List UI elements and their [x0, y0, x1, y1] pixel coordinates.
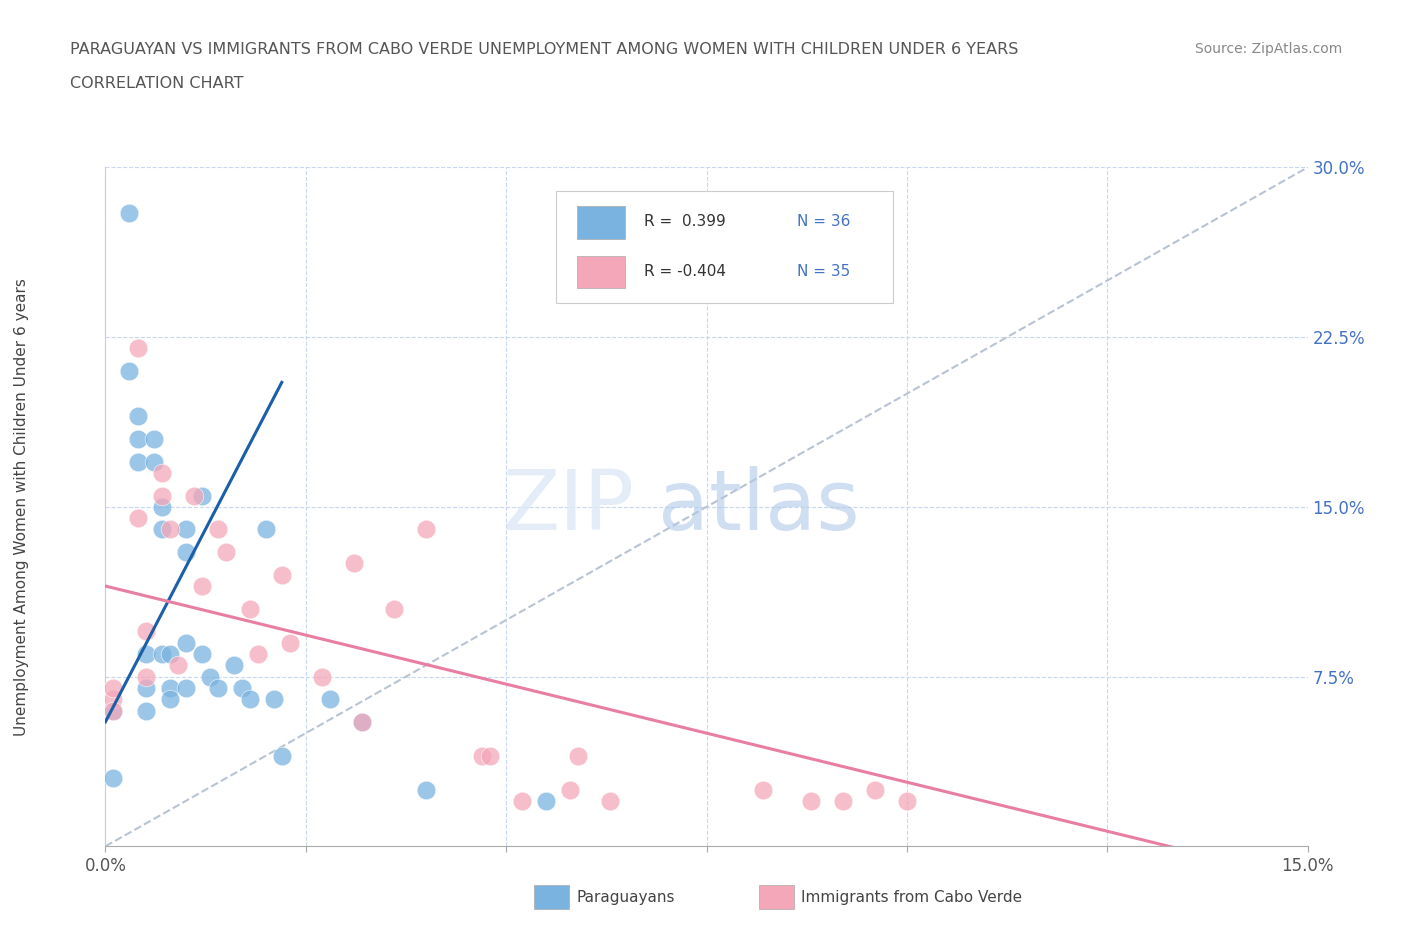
Point	[166, 658, 188, 672]
Text: CORRELATION CHART: CORRELATION CHART	[70, 76, 243, 91]
Point	[415, 522, 437, 537]
Point	[560, 782, 582, 797]
Point	[207, 681, 229, 696]
Text: N = 35: N = 35	[797, 264, 849, 279]
FancyBboxPatch shape	[557, 192, 893, 303]
Point	[863, 782, 886, 797]
Point	[831, 793, 853, 808]
Point	[103, 771, 125, 786]
Point	[198, 670, 221, 684]
Point	[103, 681, 125, 696]
Text: Source: ZipAtlas.com: Source: ZipAtlas.com	[1195, 42, 1343, 56]
Text: Paraguayans: Paraguayans	[576, 890, 675, 905]
Point	[174, 635, 197, 650]
Point	[239, 602, 262, 617]
Point	[135, 670, 157, 684]
Point	[127, 409, 149, 424]
Point	[103, 692, 125, 707]
Text: Unemployment Among Women with Children Under 6 years: Unemployment Among Women with Children U…	[14, 278, 28, 736]
Point	[135, 646, 157, 661]
Point	[599, 793, 621, 808]
Point	[118, 364, 141, 379]
Point	[207, 522, 229, 537]
Point	[150, 499, 173, 514]
Point	[103, 703, 125, 718]
Point	[231, 681, 253, 696]
Point	[190, 578, 212, 593]
Point	[510, 793, 533, 808]
Point	[479, 749, 502, 764]
Point	[118, 206, 141, 220]
Text: ZIP: ZIP	[502, 466, 634, 548]
Point	[127, 511, 149, 525]
Bar	[576, 206, 624, 239]
Point	[415, 782, 437, 797]
Point	[263, 692, 285, 707]
Point	[135, 681, 157, 696]
Point	[382, 602, 405, 617]
Point	[127, 432, 149, 446]
Point	[127, 454, 149, 469]
Point	[534, 793, 557, 808]
Text: R = -0.404: R = -0.404	[644, 264, 725, 279]
Point	[159, 692, 181, 707]
Point	[254, 522, 277, 537]
Point	[471, 749, 494, 764]
Point	[214, 545, 236, 560]
Point	[190, 646, 212, 661]
Bar	[576, 256, 624, 288]
Point	[135, 624, 157, 639]
Point	[150, 522, 173, 537]
Point	[174, 681, 197, 696]
Point	[270, 567, 292, 582]
Point	[896, 793, 918, 808]
Point	[150, 646, 173, 661]
Point	[239, 692, 262, 707]
Point	[103, 703, 125, 718]
Point	[350, 714, 373, 729]
Point	[127, 341, 149, 356]
Point	[751, 782, 773, 797]
Point	[174, 545, 197, 560]
Point	[142, 454, 165, 469]
Point	[174, 522, 197, 537]
Point	[150, 488, 173, 503]
Point	[222, 658, 245, 672]
Text: Immigrants from Cabo Verde: Immigrants from Cabo Verde	[801, 890, 1022, 905]
Point	[159, 522, 181, 537]
Point	[800, 793, 823, 808]
Point	[150, 466, 173, 481]
Point	[278, 635, 301, 650]
Point	[311, 670, 333, 684]
Point	[142, 432, 165, 446]
Point	[190, 488, 212, 503]
Text: PARAGUAYAN VS IMMIGRANTS FROM CABO VERDE UNEMPLOYMENT AMONG WOMEN WITH CHILDREN : PARAGUAYAN VS IMMIGRANTS FROM CABO VERDE…	[70, 42, 1019, 57]
Point	[343, 556, 366, 571]
Point	[350, 714, 373, 729]
Text: R =  0.399: R = 0.399	[644, 214, 725, 229]
Point	[183, 488, 205, 503]
Point	[159, 681, 181, 696]
Point	[135, 703, 157, 718]
Point	[270, 749, 292, 764]
Point	[567, 749, 589, 764]
Text: N = 36: N = 36	[797, 214, 851, 229]
Text: atlas: atlas	[658, 466, 860, 548]
Point	[159, 646, 181, 661]
Point	[246, 646, 269, 661]
Point	[319, 692, 342, 707]
